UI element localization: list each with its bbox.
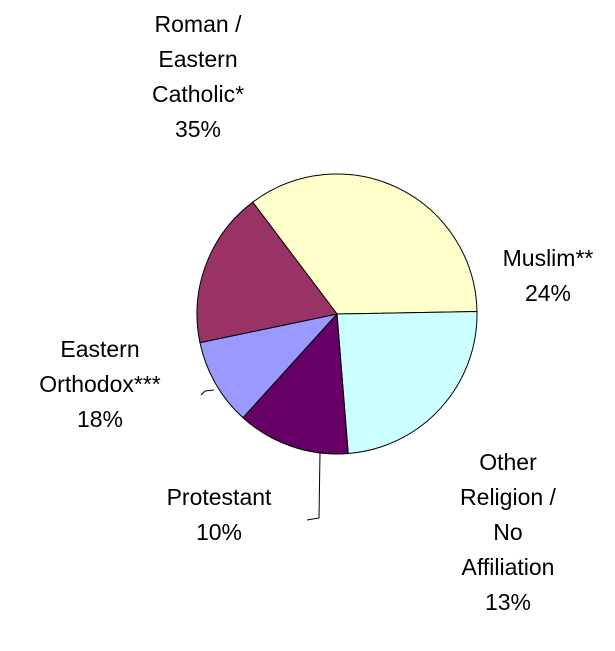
slice-label-0: Roman / Eastern Catholic* 35% [152,11,244,142]
slice-name-line: Catholic* [152,81,244,107]
slice-name-line: Affiliation [462,554,555,580]
leader-line-3 [306,452,321,521]
slice-percent-label: 35% [175,116,221,142]
slice-name-line: Muslim** [503,245,594,271]
slice-label-4: Eastern Orthodox*** 18% [39,336,161,432]
slice-name-line: Protestant [167,484,272,510]
slice-label-2: Other Religion / No Affiliation 13% [460,449,556,615]
slice-percent-label: 13% [485,589,531,615]
slice-name-line: Orthodox*** [39,371,161,397]
slice-percent-label: 18% [77,406,123,432]
slice-name-line: Roman / [155,11,243,37]
pie-slices [196,173,478,455]
slice-percent-label: 24% [525,280,571,306]
pie-slice-0 [252,173,478,315]
leader-lines [200,389,321,521]
slice-label-3: Protestant 10% [167,484,272,545]
pie-slice-1 [336,311,478,455]
pie-slice-2 [242,312,349,455]
slice-name-line: Religion / [460,484,556,510]
slice-label-1: Muslim** 24% [503,245,594,306]
slice-percent-label: 10% [196,519,242,545]
slice-labels: Roman / Eastern Catholic* 35% Muslim** 24% Oth… [39,11,593,615]
leader-line-4 [200,389,215,396]
slice-name-line: Eastern [158,46,237,72]
pie-slice-3 [199,313,339,419]
slice-name-line: Other [479,449,537,475]
pie-slice-4 [196,201,338,344]
slice-name-line: Eastern [60,336,139,362]
slice-name-line: No [493,519,522,545]
